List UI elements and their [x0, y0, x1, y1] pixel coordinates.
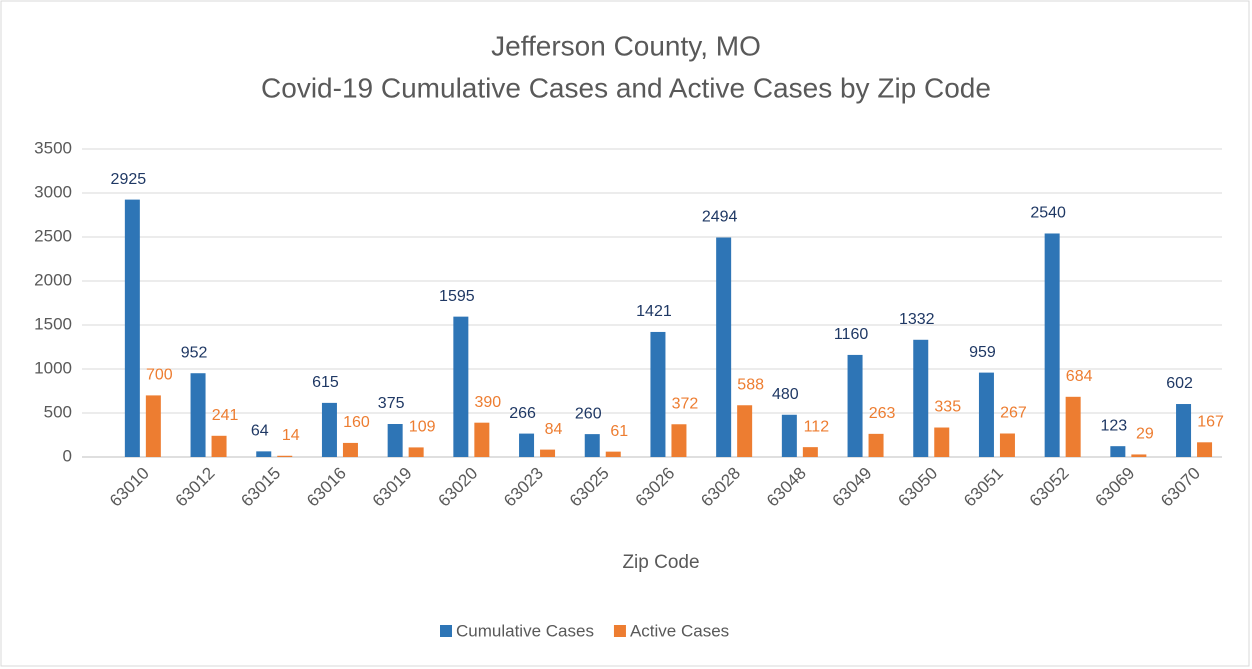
- data-label: 1421: [636, 303, 672, 320]
- data-label: 2540: [1030, 205, 1066, 222]
- bar: [671, 424, 687, 457]
- bar: [934, 427, 950, 457]
- bar: [802, 447, 818, 457]
- bar: [190, 373, 206, 457]
- bar: [124, 199, 140, 457]
- data-label: 480: [772, 386, 799, 403]
- y-tick-label: 2500: [34, 226, 72, 245]
- bar: [1044, 233, 1060, 457]
- bar: [145, 395, 161, 457]
- bar: [1110, 446, 1126, 457]
- legend-swatch: [613, 625, 626, 637]
- data-label: 588: [737, 376, 764, 393]
- bar: [1176, 404, 1192, 457]
- data-label: 615: [312, 374, 339, 391]
- bar: [605, 451, 621, 457]
- data-label: 952: [181, 344, 208, 361]
- bar: [387, 424, 403, 457]
- y-tick-label: 3500: [34, 138, 72, 157]
- y-tick-label: 3000: [34, 182, 72, 201]
- data-label: 109: [409, 419, 436, 436]
- bar: [408, 447, 424, 457]
- bar: [277, 455, 293, 457]
- bar: [342, 442, 358, 457]
- bar: [781, 414, 797, 457]
- y-tick-label: 2000: [34, 270, 72, 289]
- data-label: 372: [672, 395, 699, 412]
- data-label: 267: [1000, 405, 1027, 422]
- data-label: 2494: [702, 209, 738, 226]
- y-tick-label: 0: [63, 446, 72, 465]
- data-label: 61: [610, 423, 628, 440]
- bar: [1065, 396, 1081, 457]
- bar: [1131, 454, 1147, 457]
- bar: [913, 339, 929, 457]
- bar: [256, 451, 272, 457]
- data-label: 335: [934, 399, 961, 416]
- data-label: 241: [212, 407, 239, 424]
- data-label: 1595: [439, 288, 475, 305]
- data-label: 1160: [834, 326, 869, 343]
- bar: [737, 405, 753, 457]
- bar: [584, 434, 600, 457]
- data-label: 29: [1136, 426, 1154, 443]
- y-tick-label: 1500: [34, 314, 72, 333]
- data-label: 959: [969, 344, 996, 361]
- chart-title: Jefferson County, MO: [491, 30, 761, 61]
- bar: [847, 354, 863, 457]
- bar: [321, 402, 337, 457]
- x-axis-label: Zip Code: [622, 552, 699, 573]
- data-label: 375: [378, 395, 405, 412]
- data-label: 167: [1197, 414, 1224, 431]
- bar: [540, 449, 556, 457]
- legend-label: Active Cases: [630, 621, 729, 640]
- data-label: 390: [474, 394, 501, 411]
- data-label: 123: [1100, 417, 1127, 434]
- data-label: 260: [575, 405, 602, 422]
- data-label: 602: [1166, 375, 1193, 392]
- bar: [1197, 442, 1213, 457]
- data-label: 14: [282, 427, 300, 444]
- data-label: 160: [343, 414, 370, 431]
- data-label: 266: [509, 405, 536, 422]
- bar: [868, 433, 884, 457]
- bar: [999, 433, 1015, 457]
- data-label: 684: [1066, 368, 1093, 385]
- data-label: 2925: [111, 171, 147, 188]
- y-tick-label: 1000: [34, 358, 72, 377]
- bar: [519, 433, 535, 457]
- bar: [453, 316, 469, 457]
- data-label: 700: [146, 367, 173, 384]
- y-tick-label: 500: [44, 402, 72, 421]
- legend-swatch: [440, 625, 452, 637]
- chart-subtitle: Covid-19 Cumulative Cases and Active Cas…: [261, 72, 991, 103]
- bar: [650, 331, 666, 457]
- bar: [474, 422, 490, 457]
- data-label: 263: [869, 405, 896, 422]
- bar: [978, 372, 994, 457]
- bar: [211, 435, 227, 457]
- data-label: 84: [545, 421, 563, 438]
- legend-label: Cumulative Cases: [456, 621, 594, 640]
- data-label: 64: [251, 423, 269, 440]
- bar: [716, 237, 732, 457]
- data-label: 112: [804, 418, 830, 435]
- data-label: 1332: [899, 311, 935, 328]
